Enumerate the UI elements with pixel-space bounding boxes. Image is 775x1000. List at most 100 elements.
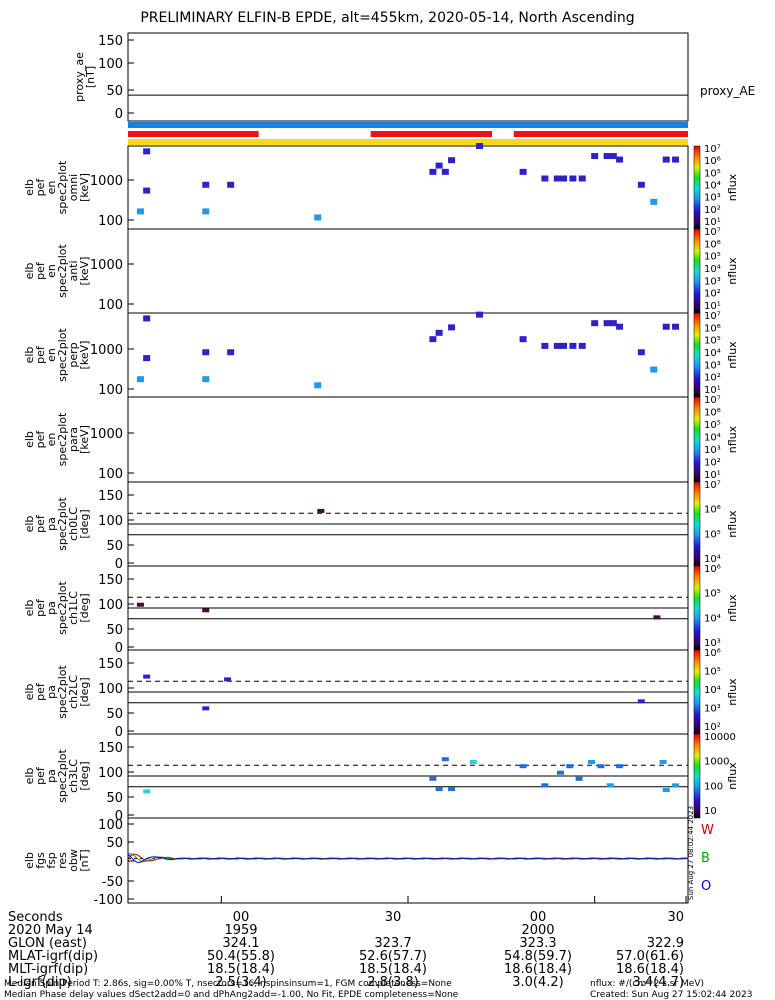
pa_ch3-cell-3 <box>441 757 449 762</box>
row-label-2: GLON (east) <box>8 936 87 951</box>
pa_ch3-cell-1 <box>429 776 437 781</box>
energy_omni-cell-11 <box>476 143 484 149</box>
colorbar-pef-omni <box>693 145 701 230</box>
row-label-1: 2020 May 14 <box>8 923 93 938</box>
ylabel-fgs-4: obw <box>67 849 80 872</box>
ylabel-pef-para-0: elb <box>23 431 36 448</box>
row-value-5-3: 3.4(4.7) <box>633 975 685 990</box>
row-value-0-3: 30 <box>667 910 684 925</box>
ylabel-pef-omni-0: elb <box>23 179 36 196</box>
ylabel-pef-anti-5: [keV] <box>78 257 91 286</box>
energy_omni-cell-8 <box>435 162 443 169</box>
colorbar-label-pef-anti-6: 10¹ <box>704 301 721 312</box>
energy_omni-cell-4 <box>202 208 210 215</box>
pa_ch3-cell-13 <box>606 783 614 788</box>
pa_ch3-cell-12 <box>597 764 605 769</box>
ylabel-pef-perp-5: [keV] <box>78 341 91 370</box>
energy_perp-cell-5 <box>227 349 235 356</box>
energy_omni-cell-18 <box>591 153 599 160</box>
energy_omni-cell-24 <box>662 156 670 163</box>
ytick-pef-anti-0: 1000 <box>90 258 123 273</box>
pa_ch3-cell-11 <box>588 760 596 764</box>
ytick-pef-para-0: 1000 <box>90 427 123 442</box>
colorbar-pa-ch1 <box>693 565 701 651</box>
pa_ch3-cell-6 <box>519 764 527 769</box>
row-value-0-2: 00 <box>530 910 547 925</box>
ylabel-fgs-2: fsp <box>45 852 58 869</box>
ylabel-pef-para-3: spec2plot <box>56 412 69 466</box>
ylabel-pa-ch0-5: [deg] <box>78 509 91 538</box>
energy_omni-cell-2 <box>143 187 151 194</box>
energy_perp-cell-1 <box>143 315 151 322</box>
side-stamp: Sun Aug 27 08:02:44 2023 <box>687 806 695 900</box>
colorbar-pa-ch0 <box>693 481 701 567</box>
colorbar-label-pef-para-4: 10³ <box>704 445 721 456</box>
row-label-5: L-igrf(dip) <box>8 975 72 990</box>
colorbar-label-pa-ch1-3: 10³ <box>704 638 721 649</box>
ytick-fgs-4: -100 <box>93 893 123 908</box>
colorbar-label-pa-ch2-2: 10⁴ <box>704 685 721 696</box>
fgs-series-B <box>127 853 689 863</box>
colorbar-label-pef-perp-3: 10⁴ <box>704 348 721 359</box>
pa_ch1-cell-1 <box>202 608 210 613</box>
energy_omni-cell-0 <box>136 208 144 215</box>
pa_ch1-cell-0 <box>136 602 144 607</box>
row-value-2-0: 324.1 <box>222 936 259 951</box>
colorbar-label-pef-omni-1: 10⁶ <box>704 156 721 167</box>
status-bar-yellow-0 <box>128 139 688 145</box>
ylabel-pa-ch2-2: pa <box>45 685 58 699</box>
row-value-2-3: 322.9 <box>647 936 684 951</box>
ylabel-pa-ch1-0: elb <box>23 600 36 617</box>
colorbar-pa-ch3 <box>693 733 701 819</box>
colorbar-title-pef-anti: nflux <box>726 257 739 285</box>
energy_perp-cell-19 <box>609 320 617 327</box>
energy_perp-cell-9 <box>448 324 456 331</box>
colorbar-label-pa-ch1-0: 10⁶ <box>704 564 721 575</box>
ytick-pa-ch3-3: 0 <box>115 809 123 824</box>
colorbar-label-pa-ch0-1: 10⁶ <box>704 505 721 516</box>
panel-frame-pef-anti <box>127 228 689 314</box>
ylabel-pef-perp-0: elb <box>23 347 36 364</box>
row-value-5-2: 3.0(4.2) <box>512 975 564 990</box>
colorbar-label-pa-ch2-1: 10⁵ <box>704 667 721 678</box>
panel-frame-fgs <box>127 817 689 904</box>
ylabel-pa-ch1-2: pa <box>45 601 58 615</box>
row-value-2-1: 323.7 <box>374 936 411 951</box>
ytick-proxy-ae-0: 150 <box>98 34 123 49</box>
row-value-3-1: 52.6(57.7) <box>359 949 427 964</box>
fgs-legend-O: O <box>701 879 711 894</box>
energy_perp-cell-3 <box>202 349 210 356</box>
ylabel-pa-ch2-0: elb <box>23 684 36 701</box>
ytick-proxy-ae-3: 0 <box>115 107 123 122</box>
ytick-pa-ch3-0: 150 <box>98 741 123 756</box>
pa_ch3-cell-7 <box>541 783 549 788</box>
energy_perp-cell-22 <box>650 366 658 373</box>
row-label-3: MLAT-igrf(dip) <box>8 949 98 964</box>
colorbar-title-pa-ch3: nflux <box>726 762 739 790</box>
energy_perp-cell-14 <box>560 342 568 349</box>
ylabel-pa-ch3-1: pef <box>34 766 47 785</box>
ytick-pef-perp-0: 1000 <box>90 343 123 358</box>
colorbar-pef-anti <box>693 228 701 314</box>
energy_perp-cell-23 <box>662 323 670 330</box>
ylabel-fgs-1: fgs <box>34 852 47 869</box>
energy_omni-cell-19 <box>603 153 611 160</box>
pa_ch3-cell-14 <box>616 764 624 769</box>
ytick-pef-anti-1: 100 <box>98 298 123 313</box>
energy_perp-cell-6 <box>314 382 322 389</box>
ytick-pef-omni-1: 100 <box>98 214 123 229</box>
colorbar-pef-perp <box>693 312 701 398</box>
pa_ch2-cell-2 <box>202 706 210 711</box>
colorbar-title-pef-perp: nflux <box>726 341 739 369</box>
energy_omni-cell-5 <box>227 181 235 188</box>
colorbar-label-pa-ch0-2: 10⁵ <box>704 529 721 540</box>
ylabel-pef-perp-3: spec2plot <box>56 328 69 382</box>
ytick-pa-ch0-3: 0 <box>115 557 123 572</box>
ylabel-pa-ch0-1: pef <box>34 514 47 533</box>
ylabel-pef-anti-4: anti <box>67 260 80 281</box>
colorbar-label-pef-para-2: 10⁵ <box>704 420 721 431</box>
row-value-0-0: 00 <box>233 910 250 925</box>
ylabel-proxy-ae-0: proxy_ae <box>73 52 86 102</box>
energy_omni-cell-6 <box>314 214 322 221</box>
